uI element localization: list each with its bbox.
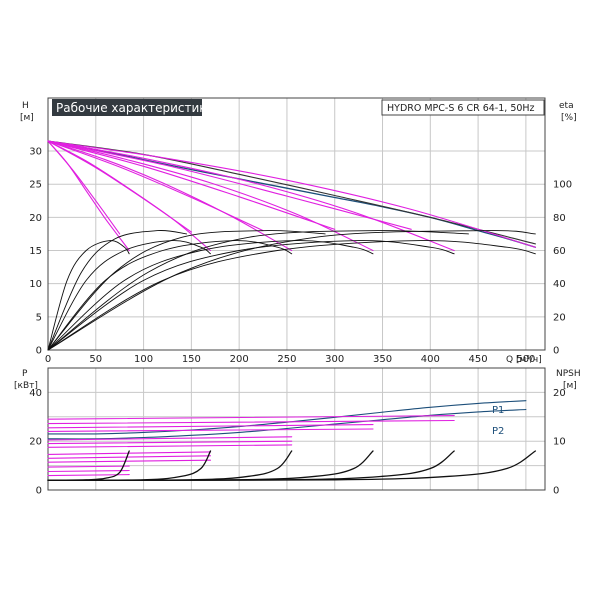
x-tick-label: 450: [469, 354, 488, 365]
p-tick-label: 40: [29, 388, 42, 399]
y-right-tick-label: 80: [553, 213, 566, 224]
power-curve: [47, 436, 293, 441]
p-tick-label: 0: [36, 486, 42, 497]
power-curve: [47, 465, 130, 468]
power-curve: [47, 455, 212, 459]
eta-curve: [47, 240, 211, 351]
eta-curve: [47, 240, 536, 351]
bottom-plot-frame: [47, 367, 546, 491]
head-curve: [47, 140, 336, 230]
y-right-unit: [%]: [561, 113, 577, 123]
chart-title: Рабочие характеристики: [56, 101, 214, 115]
top-grid: [47, 98, 545, 351]
x-axis-unit: [м³/ч]: [516, 355, 542, 365]
eta-curve: [47, 240, 293, 351]
x-tick-label: 0: [45, 354, 51, 365]
p-left-label: P: [22, 369, 28, 379]
x-tick-label: 300: [325, 354, 344, 365]
head-curve: [47, 140, 192, 233]
y-left-tick-label: 15: [29, 246, 42, 257]
y-right-tick-label: 20: [553, 312, 566, 323]
y-right-tick-label: 100: [553, 180, 572, 191]
power-curve: [47, 459, 212, 463]
model-box: [381, 99, 545, 116]
x-tick-label: 400: [421, 354, 440, 365]
chart-title-box: [52, 99, 202, 116]
y-left-tick-label: 25: [29, 180, 42, 191]
x-tick-label: 50: [89, 354, 102, 365]
head-curve: [47, 140, 121, 235]
npsh-right-label: NPSH: [556, 369, 581, 379]
x-tick-label: 100: [134, 354, 153, 365]
x-tick-label: 500: [516, 354, 535, 365]
y-left-tick-label: 30: [29, 147, 42, 158]
head-curve: [47, 140, 374, 252]
npsh-right-unit: [м]: [563, 381, 577, 391]
y-right-tick-label: 60: [553, 246, 566, 257]
tick-labels: 0 50 100 150 200 250 300 350 400 450 5000510152025…: [29, 147, 572, 497]
p2-curve: [47, 408, 527, 440]
y-right-tick-label: 0: [553, 346, 559, 357]
y-left-tick-label: 0: [36, 346, 42, 357]
p-left-unit: [кВт]: [14, 381, 38, 391]
power-curve: [47, 428, 374, 432]
x-tick-label: 250: [277, 354, 296, 365]
eta-curve: [47, 230, 536, 351]
power-curve: [47, 444, 293, 448]
head-curve: [47, 140, 293, 252]
p-tick-label: 20: [29, 437, 42, 448]
eta-curve: [47, 230, 469, 351]
head-curve: [47, 140, 455, 252]
model-label: HYDRO MPC-S 6 CR 64-1, 50Hz: [387, 103, 535, 114]
y-right-tick-label: 40: [553, 279, 566, 290]
x-tick-label: 200: [230, 354, 249, 365]
top-plot-frame: [47, 97, 546, 351]
head-curve: [47, 140, 264, 232]
head-max-curve: [47, 140, 537, 248]
bottom-grid: [47, 368, 545, 491]
eta-curve: [47, 240, 130, 351]
power-curve: [47, 469, 130, 473]
eta-curve: [47, 240, 374, 351]
y-left-label: H: [22, 101, 29, 111]
npsh-tick-label: 10: [553, 437, 566, 448]
head-curve: [47, 140, 412, 230]
eta-curve: [47, 230, 326, 351]
x-tick-label: 150: [182, 354, 201, 365]
top-curves: [47, 140, 537, 351]
p1-label: P1: [492, 405, 504, 416]
y-right-label: eta: [559, 101, 574, 111]
power-curve: [47, 419, 455, 425]
y-left-tick-label: 5: [36, 312, 42, 323]
x-axis-label: Q [м³/ч]: [506, 355, 542, 365]
y-left-tick-label: 20: [29, 213, 42, 224]
eta-curve: [47, 230, 188, 351]
npsh-tick-label: 0: [553, 486, 559, 497]
eta-curve: [47, 240, 455, 351]
head-curve: [47, 140, 536, 248]
power-curve: [47, 451, 212, 455]
npsh-tick-label: 20: [553, 388, 566, 399]
npsh-curve: [47, 450, 537, 481]
x-tick-label: 350: [373, 354, 392, 365]
bottom-curves: [47, 400, 537, 481]
p2-label: P2: [492, 426, 504, 437]
power-curve: [47, 424, 374, 429]
y-left-tick-label: 10: [29, 279, 42, 290]
y-left-unit: [м]: [20, 113, 34, 123]
x-axis-q: Q: [506, 355, 513, 365]
power-curve: [47, 415, 455, 420]
power-curve: [47, 440, 293, 445]
